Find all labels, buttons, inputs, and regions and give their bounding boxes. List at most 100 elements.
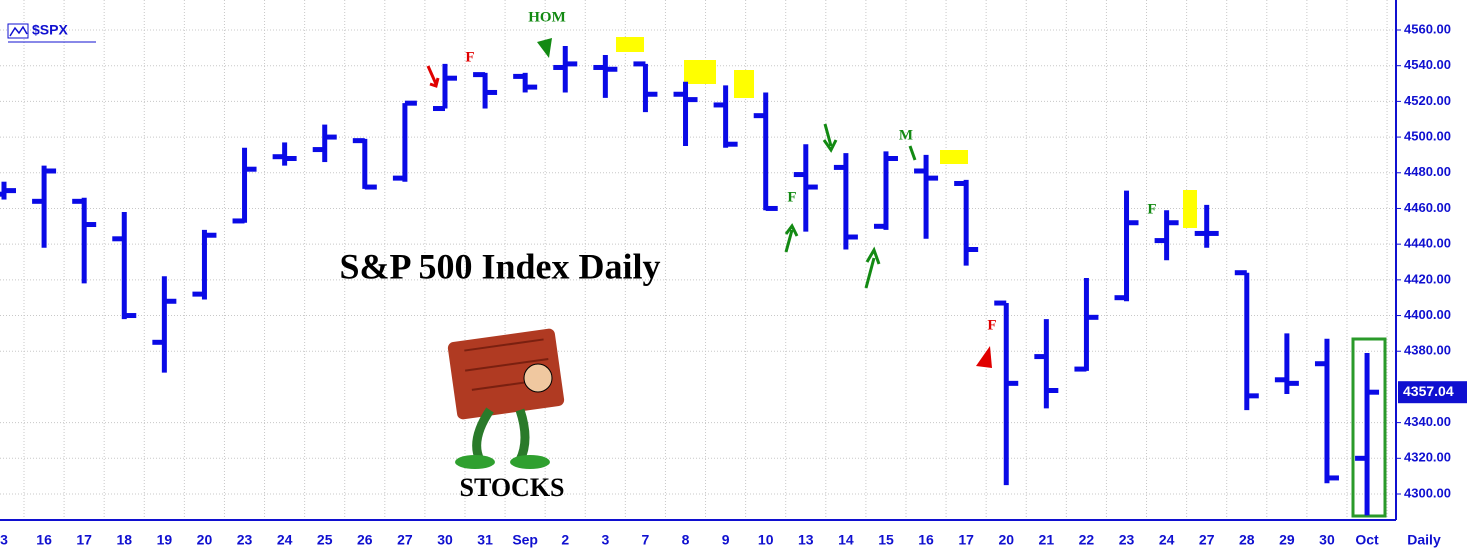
x-tick-label: 16: [918, 532, 934, 548]
x-tick-label: Oct: [1355, 532, 1379, 548]
x-tick-label: 17: [958, 532, 974, 548]
markers: [426, 37, 1387, 518]
ohlc-bar: [914, 154, 939, 239]
x-tick-label: 24: [277, 532, 293, 548]
x-tick-label: 20: [197, 532, 213, 548]
ohlc-bar: [954, 179, 979, 266]
period-label: Daily: [1407, 532, 1441, 548]
ohlc-bar: [192, 229, 217, 300]
y-tick-label: 4400.00: [1404, 307, 1451, 322]
ohlc-bar: [352, 138, 377, 190]
x-tick-label: 13: [798, 532, 814, 548]
x-tick-label: 23: [1119, 532, 1135, 548]
ohlc-bar: [152, 276, 177, 373]
x-tick-label: 21: [1039, 532, 1055, 548]
x-tick-label: 25: [317, 532, 333, 548]
ohlc-bar: [72, 197, 97, 284]
y-tick-label: 4340.00: [1404, 414, 1451, 429]
y-tick-label: 4320.00: [1404, 450, 1451, 465]
ohlc-bar: [473, 72, 498, 109]
ohlc-bar: [513, 72, 538, 93]
caption: STOCKS: [459, 473, 564, 502]
x-tick-label: 27: [1199, 532, 1215, 548]
x-tick-label: 30: [1319, 532, 1335, 548]
x-tick-label: 18: [116, 532, 132, 548]
x-tick-label: 29: [1279, 532, 1295, 548]
ohlc-bar: [1074, 278, 1099, 372]
ohlc-bar: [1355, 353, 1380, 516]
ohlc-bar: [553, 46, 578, 93]
y-tick-label: 4560.00: [1404, 21, 1451, 36]
x-tick-label: 3: [601, 532, 609, 548]
stocks-clipart: [447, 328, 565, 469]
ohlc-bar: [713, 85, 738, 148]
ohlc-bar: [994, 300, 1019, 486]
x-tick-label: 19: [157, 532, 173, 548]
ohlc-bar: [633, 61, 658, 113]
x-tick-label: 3: [0, 532, 8, 548]
chart-title: S&P 500 Index Daily: [339, 246, 660, 286]
y-tick-label: 4420.00: [1404, 271, 1451, 286]
ohlc-bar: [793, 144, 818, 232]
last-price-box: [1398, 381, 1467, 404]
ohlc-bar: [32, 165, 57, 248]
annotation: M: [899, 127, 913, 143]
ohlc-bar: [1274, 333, 1299, 395]
last-price-label: 4357.04: [1403, 383, 1454, 399]
ohlc-bar: [673, 81, 698, 146]
ohlc-bar: [0, 181, 16, 200]
x-tick-label: 16: [36, 532, 52, 548]
ohlc-bar: [1114, 190, 1139, 302]
x-tick-label: 24: [1159, 532, 1175, 548]
x-tick-label: 30: [437, 532, 453, 548]
x-tick-label: 23: [237, 532, 253, 548]
y-tick-label: 4520.00: [1404, 93, 1451, 108]
x-tick-label: 2: [561, 532, 569, 548]
x-tick-label: 14: [838, 532, 854, 548]
ohlc-bar: [1234, 270, 1259, 411]
ohlc-bar: [833, 153, 858, 250]
annotation: F: [787, 189, 796, 205]
annotation: F: [1147, 201, 1156, 217]
ohlc-bar: [112, 212, 137, 320]
ohlc-bar: [392, 100, 417, 182]
x-tick-label: 26: [357, 532, 373, 548]
y-tick-label: 4500.00: [1404, 129, 1451, 144]
ohlc-bar: [753, 92, 778, 211]
y-tick-label: 4460.00: [1404, 200, 1451, 215]
ohlc-bar: [1034, 319, 1059, 409]
y-tick-label: 4300.00: [1404, 485, 1451, 500]
ohlc-bar: [1154, 210, 1179, 261]
x-tick-label: Sep: [512, 532, 538, 548]
ohlc-bar: [432, 63, 457, 112]
symbol: $SPX: [32, 22, 68, 38]
ohlc-bar: [593, 54, 618, 98]
y-tick-label: 4380.00: [1404, 343, 1451, 358]
x-tick-label: 8: [682, 532, 690, 548]
x-tick-label: 27: [397, 532, 413, 548]
ohlc-bar: [873, 151, 898, 230]
y-tick-label: 4480.00: [1404, 164, 1451, 179]
x-tick-label: 28: [1239, 532, 1255, 548]
x-tick-label: 20: [998, 532, 1014, 548]
annotation: HOM: [528, 9, 566, 25]
y-tick-label: 4540.00: [1404, 57, 1451, 72]
annotation: F: [465, 49, 474, 65]
x-tick-label: 7: [642, 532, 650, 548]
x-tick-label: 31: [477, 532, 493, 548]
ohlc-bar: [1314, 338, 1339, 484]
x-tick-label: 15: [878, 532, 894, 548]
ohlc-bar: [232, 147, 257, 224]
x-tick-label: 9: [722, 532, 730, 548]
x-tick-label: 17: [76, 532, 92, 548]
ohlc-bar: [312, 124, 337, 163]
symbol-icon: [7, 23, 29, 39]
ohlc-bar: [272, 142, 297, 166]
ohlc-bar: [1194, 204, 1219, 248]
x-tick-label: 22: [1079, 532, 1095, 548]
annotation: F: [987, 317, 996, 333]
y-tick-label: 4440.00: [1404, 236, 1451, 251]
x-tick-label: 10: [758, 532, 774, 548]
